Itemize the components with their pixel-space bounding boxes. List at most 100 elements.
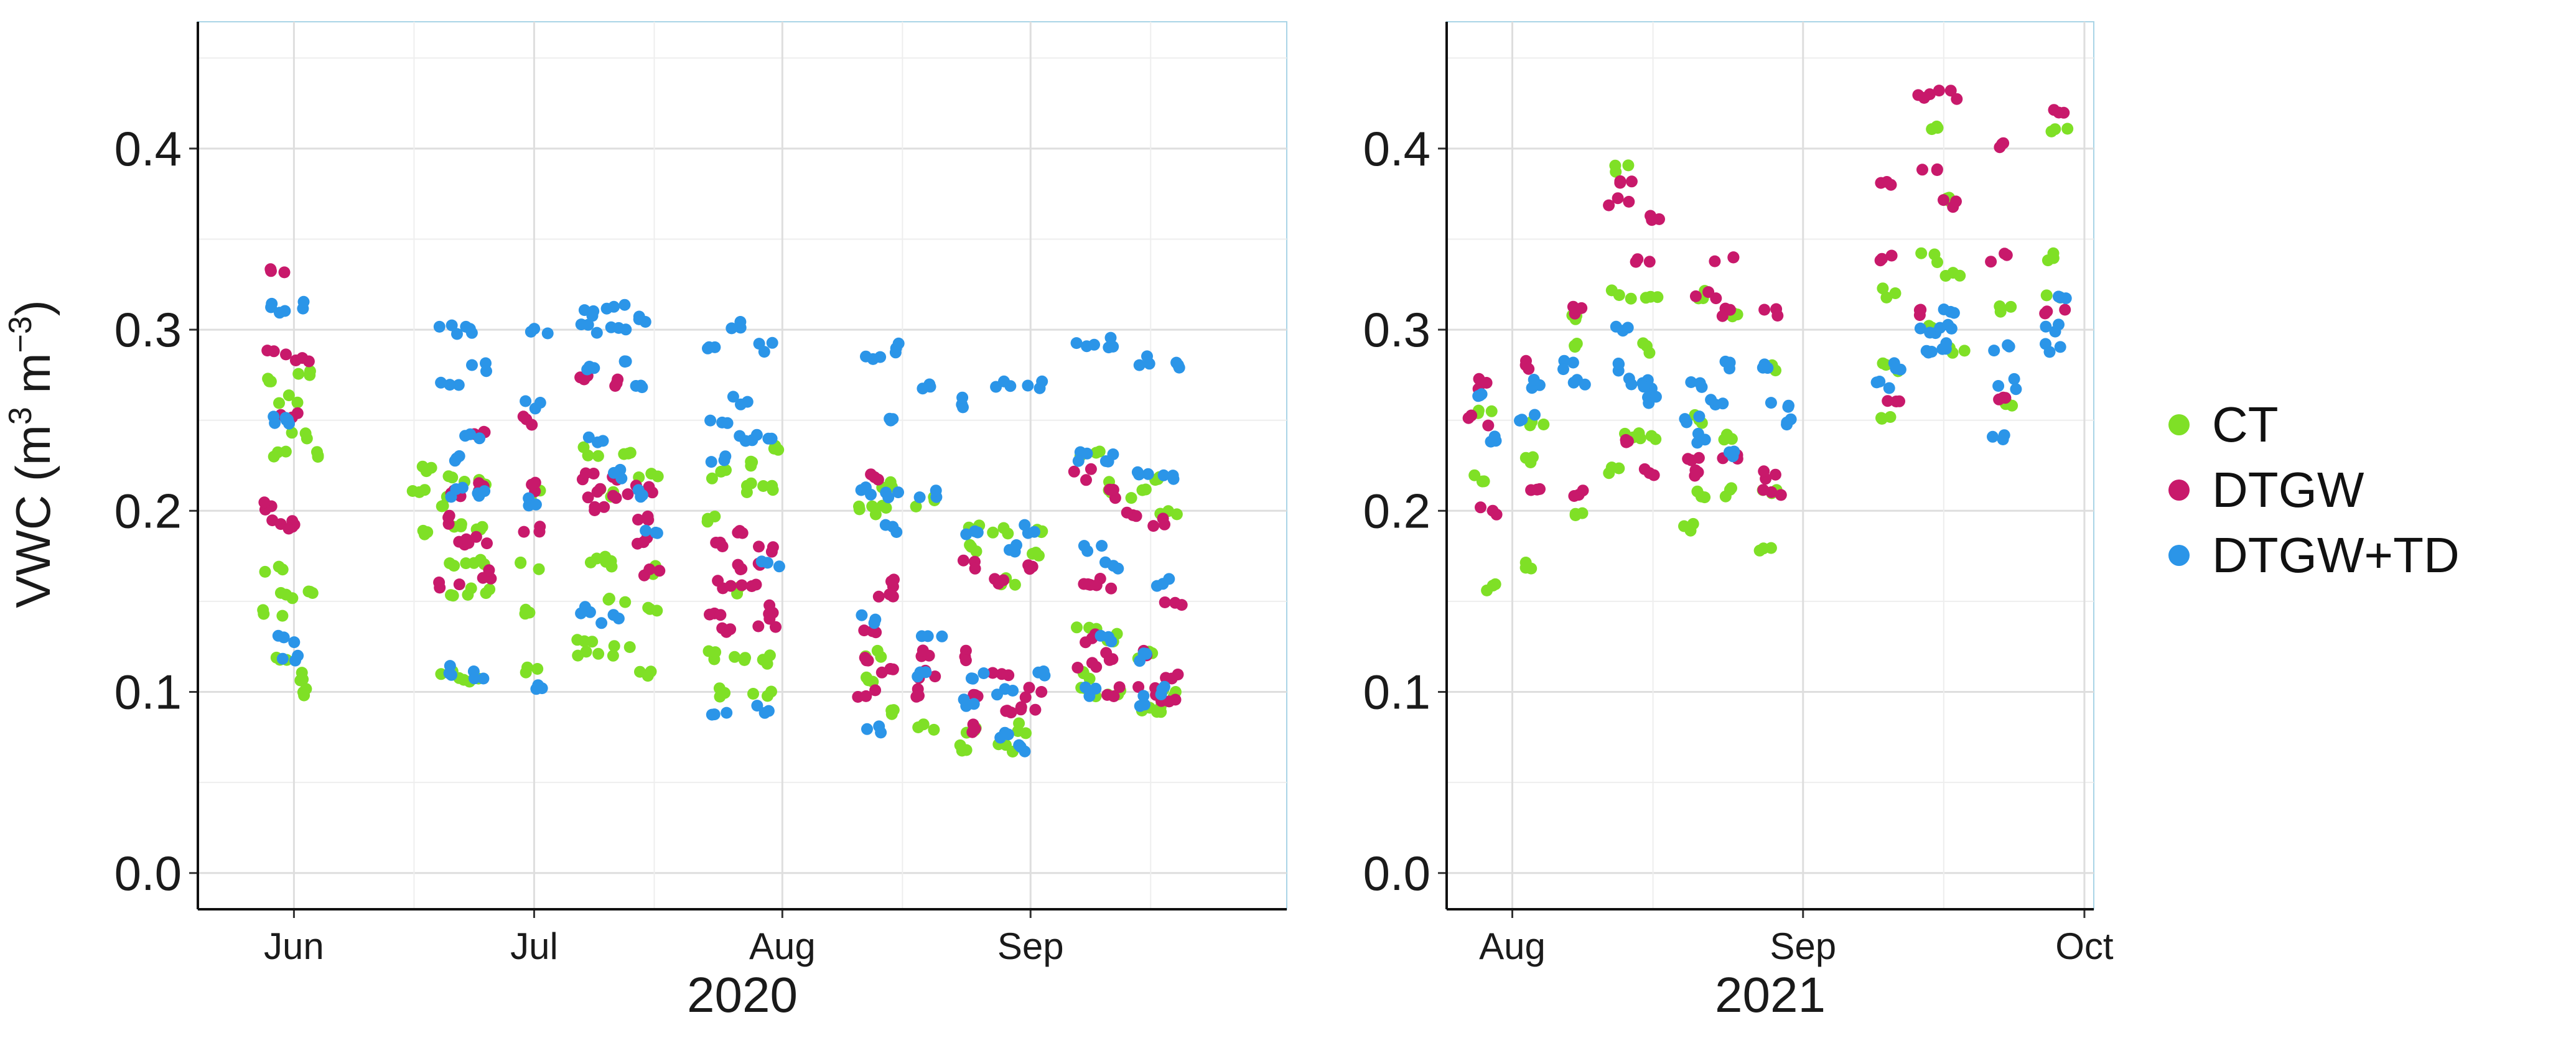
data-point-dtgw-td [750, 429, 763, 441]
data-point-dtgw [2000, 249, 2013, 261]
data-point-dtgw-td [998, 375, 1010, 387]
data-point-dtgw [1024, 563, 1036, 575]
data-point-dtgw [1465, 409, 1478, 422]
data-point-dtgw [1685, 454, 1697, 466]
data-point-dtgw-td [1131, 466, 1144, 478]
data-point-ct [273, 397, 285, 409]
legend: CT DTGW DTGW+TD [2168, 397, 2460, 583]
data-point-dtgw [1121, 506, 1133, 519]
data-point-ct [1136, 484, 1149, 496]
data-point-dtgw-td [605, 321, 617, 333]
data-point-ct [259, 565, 271, 578]
data-point-ct [1931, 122, 1944, 134]
data-point-dtgw-td [1914, 322, 1926, 335]
data-point-ct [607, 649, 619, 662]
data-point-dtgw [969, 562, 981, 575]
data-point-dtgw-td [1622, 322, 1634, 334]
data-point-dtgw [1885, 178, 1897, 191]
data-point-dtgw-td [435, 376, 447, 389]
plot-area [1446, 21, 2094, 910]
data-point-ct [1478, 475, 1490, 488]
data-point-dtgw-td [721, 417, 734, 429]
y-tick-label: 0.1 [1363, 665, 1430, 720]
data-point-dtgw-td [1474, 389, 1486, 402]
data-point-dtgw [1985, 256, 1997, 268]
data-point-ct [2049, 123, 2061, 136]
data-point-dtgw [861, 654, 872, 667]
data-point-ct [418, 528, 431, 540]
data-point-dtgw [2048, 104, 2060, 116]
data-point-dtgw [1689, 290, 1702, 302]
data-point-dtgw-td [1781, 416, 1793, 429]
data-point-ct [862, 674, 875, 687]
data-point-dtgw-td [464, 428, 477, 440]
data-point-ct [885, 708, 898, 720]
data-point-ct [619, 596, 632, 608]
data-point-ct [1877, 282, 1889, 295]
data-point-dtgw [1882, 395, 1894, 407]
data-point-dtgw-td [860, 350, 872, 363]
data-point-dtgw [1000, 705, 1012, 717]
data-point-dtgw [732, 558, 744, 571]
data-point-ct [276, 609, 289, 622]
data-point-dtgw [750, 578, 762, 591]
data-point-dtgw [872, 590, 885, 603]
data-point-ct [1687, 517, 1699, 530]
data-point-ct [455, 518, 467, 531]
data-point-dtgw [1716, 310, 1729, 322]
data-point-dtgw-td [879, 519, 892, 531]
data-point-dtgw [642, 510, 654, 522]
data-point-dtgw [589, 504, 601, 516]
data-point-dtgw-td [444, 660, 456, 672]
data-point-dtgw-td [1099, 556, 1111, 568]
data-point-dtgw [1692, 466, 1704, 478]
data-point-dtgw-td [1723, 446, 1735, 458]
data-point-dtgw [887, 663, 899, 675]
data-point-dtgw-td [913, 491, 926, 504]
data-point-dtgw [1771, 310, 1784, 322]
data-point-dtgw [1890, 396, 1902, 407]
data-point-dtgw [885, 575, 897, 588]
data-point-ct [1524, 419, 1536, 432]
data-point-dtgw [2041, 305, 2053, 318]
data-point-ct [1651, 291, 1664, 304]
data-point-ct [740, 486, 753, 498]
data-point-ct [622, 447, 635, 460]
data-point-ct [1009, 578, 1021, 591]
data-point-dtgw [268, 345, 280, 358]
data-point-dtgw-td [734, 430, 746, 442]
data-point-ct [282, 389, 295, 402]
data-point-dtgw-td [630, 380, 642, 392]
data-point-dtgw-td [766, 336, 778, 349]
data-point-dtgw-td [465, 327, 478, 339]
data-point-dtgw-td [892, 486, 904, 499]
x-tick-label: Jul [510, 925, 558, 967]
data-point-dtgw-td [444, 379, 456, 391]
data-point-dtgw [1132, 681, 1145, 693]
x-axis-title: 2021 [1715, 967, 1826, 1022]
data-point-ct [876, 499, 889, 512]
y-tick-label: 0.0 [1363, 846, 1430, 901]
data-point-dtgw [1035, 686, 1048, 698]
data-point-ct [702, 645, 715, 657]
data-point-dtgw-td [1758, 358, 1771, 371]
data-point-dtgw-td [477, 672, 490, 685]
data-point-dtgw [910, 690, 923, 703]
data-point-dtgw-td [587, 305, 600, 317]
data-point-dtgw-td [1529, 409, 1541, 421]
data-point-ct [531, 663, 544, 675]
data-point-dtgw [481, 537, 493, 550]
data-point-ct [1002, 527, 1014, 540]
data-point-dtgw-td [1945, 322, 1958, 335]
data-point-dtgw [1623, 195, 1635, 208]
data-point-dtgw [1482, 419, 1495, 432]
data-point-ct [2040, 289, 2053, 302]
data-point-dtgw-td [999, 726, 1011, 739]
data-point-dtgw-td [1705, 394, 1717, 406]
data-point-dtgw-td [1874, 376, 1886, 387]
data-point-dtgw [1653, 213, 1665, 225]
data-point-dtgw-td [1099, 455, 1112, 467]
data-point-ct [1884, 411, 1897, 423]
data-point-ct [1013, 717, 1025, 730]
data-point-dtgw-td [1037, 665, 1050, 677]
